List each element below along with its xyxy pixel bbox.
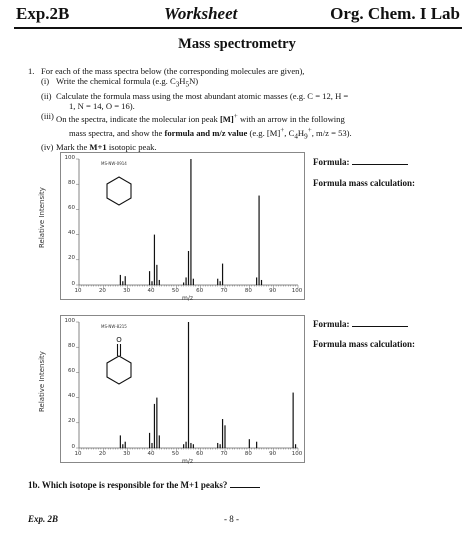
y-tick-label: 100 — [64, 317, 76, 324]
item-text: On the spectra, indicate the molecular i… — [56, 112, 345, 125]
x-tick-label: 30 — [123, 288, 131, 294]
x-tick-label: 60 — [196, 288, 204, 294]
formula-label-1: Formula: — [313, 156, 408, 168]
y-tick-label: 20 — [68, 418, 75, 425]
header-worksheet: Worksheet — [164, 4, 238, 23]
spectrum-plot — [76, 158, 299, 288]
x-tick-label: 90 — [269, 451, 277, 457]
formula-label: Formula: — [313, 319, 350, 329]
x-axis-label: m/z — [181, 295, 193, 302]
header-course: Org. Chem. I Lab — [330, 4, 460, 23]
x-tick-label: 40 — [147, 288, 155, 294]
y-tick-label: 20 — [68, 255, 75, 262]
x-tick-label: 70 — [220, 288, 228, 294]
item-num: (i) — [41, 76, 50, 87]
formula-mass-label-1: Formula mass calculation: — [313, 178, 415, 188]
x-tick-label: 50 — [171, 451, 179, 457]
x-tick-label: 20 — [98, 451, 106, 457]
y-tick-label: 40 — [68, 393, 75, 400]
y-axis-label: Relative Intensity — [38, 187, 46, 249]
x-tick-label: 10 — [74, 451, 82, 457]
y-tick-label: 0 — [71, 280, 76, 287]
x-tick-label: 70 — [220, 451, 228, 457]
mass-spectrum-cyclohexane: MS-NW-0914 — [60, 152, 305, 300]
item-text-cont: 1, N = 14, O = 16). — [69, 100, 135, 111]
instructions: 1. For each of the mass spectra below (t… — [28, 66, 448, 152]
x-tick-label: 40 — [147, 451, 155, 457]
y-tick-label: 60 — [68, 204, 75, 211]
question-1b-text: 1b. Which isotope is responsible for the… — [28, 480, 228, 490]
question-number: 1. — [28, 66, 35, 76]
item-num: (iv) — [41, 141, 54, 152]
formula-blank[interactable] — [351, 157, 408, 165]
x-tick-label: 20 — [98, 288, 106, 294]
x-tick-label: 90 — [269, 288, 277, 294]
formula-mass-label-2: Formula mass calculation: — [313, 339, 415, 349]
y-axis-label: Relative Intensity — [38, 351, 46, 413]
item-text-cont: mass spectra, and show the formula and m… — [69, 125, 352, 141]
item-num: (ii) — [41, 90, 52, 101]
formula-label-2: Formula: — [313, 318, 408, 330]
page-title: Mass spectrometry — [178, 36, 296, 52]
spectrum-plot: O — [76, 321, 299, 451]
spectrum-id: MS-NW-8215 — [101, 324, 127, 329]
instructions-intro: For each of the mass spectra below (the … — [41, 66, 305, 76]
x-tick-label: 80 — [244, 288, 252, 294]
x-axis-label: m/z — [181, 458, 193, 465]
item-text: Calculate the formula mass using the mos… — [56, 90, 349, 101]
page-number: - 8 - — [224, 514, 239, 524]
answer-blank[interactable] — [229, 480, 260, 488]
formula-label: Formula: — [313, 157, 350, 167]
x-tick-label: 100 — [291, 451, 303, 457]
cyclohexane-structure — [106, 176, 132, 206]
cyclohexanone-structure: O — [106, 336, 132, 385]
x-tick-label: 60 — [196, 451, 204, 457]
header-exp: Exp.2B — [16, 4, 70, 23]
header-rule — [14, 27, 462, 29]
y-tick-label: 80 — [68, 179, 75, 186]
x-tick-label: 10 — [74, 288, 82, 294]
y-tick-label: 60 — [68, 367, 75, 374]
x-tick-label: 100 — [291, 288, 303, 294]
question-1b: 1b. Which isotope is responsible for the… — [28, 480, 260, 490]
item-num: (iii) — [41, 111, 54, 122]
item-text: Mark the M+1 isotopic peak. — [56, 141, 157, 152]
svg-text:O: O — [116, 336, 122, 344]
y-tick-label: 40 — [68, 230, 75, 237]
x-tick-label: 80 — [244, 451, 252, 457]
x-tick-label: 50 — [171, 288, 179, 294]
item-text: Write the chemical formula (e.g. C3H5N) — [56, 76, 199, 90]
mass-spectrum-cyclohexanone: O MS-NW-8215 — [60, 315, 305, 463]
spectrum-id: MS-NW-0914 — [101, 161, 127, 166]
x-tick-label: 30 — [123, 451, 131, 457]
footer-exp: Exp. 2B — [28, 514, 59, 524]
y-tick-label: 0 — [71, 443, 76, 450]
y-tick-label: 100 — [64, 154, 76, 161]
worksheet-header: Exp.2B Worksheet Org. Chem. I Lab — [14, 3, 462, 27]
y-tick-label: 80 — [68, 342, 75, 349]
formula-blank[interactable] — [351, 319, 408, 327]
